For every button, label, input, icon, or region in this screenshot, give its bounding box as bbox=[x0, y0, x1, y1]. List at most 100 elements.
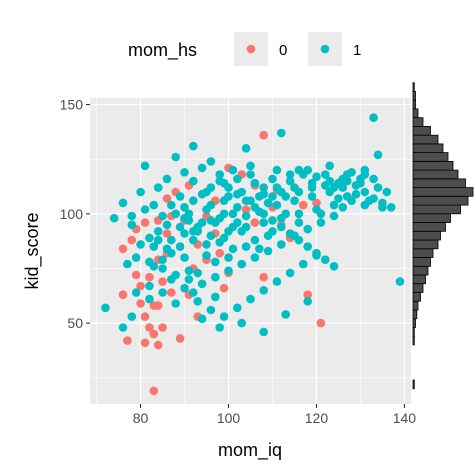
point-series-1 bbox=[290, 183, 299, 192]
hist-bar bbox=[412, 152, 449, 162]
point-series-1 bbox=[171, 299, 180, 308]
point-series-1 bbox=[206, 231, 216, 240]
point-series-1 bbox=[228, 165, 238, 175]
point-series-1 bbox=[382, 187, 392, 197]
point-series-1 bbox=[277, 187, 286, 197]
point-series-0 bbox=[153, 340, 163, 350]
point-series-1 bbox=[211, 257, 220, 267]
y-tick-label: 50 bbox=[67, 315, 83, 331]
hist-bar bbox=[412, 91, 416, 101]
point-series-1 bbox=[215, 213, 224, 223]
point-series-1 bbox=[329, 211, 339, 221]
hist-bar bbox=[412, 318, 416, 328]
point-series-1 bbox=[180, 168, 189, 177]
point-series-0 bbox=[158, 277, 167, 286]
point-series-1 bbox=[281, 209, 291, 219]
point-series-1 bbox=[197, 279, 207, 289]
point-series-1 bbox=[206, 200, 216, 210]
point-series-1 bbox=[211, 272, 220, 282]
point-series-1 bbox=[338, 183, 348, 192]
hist-bar bbox=[412, 379, 415, 390]
point-series-1 bbox=[303, 224, 313, 234]
point-series-1 bbox=[294, 209, 304, 219]
y-axis-title: kid_score bbox=[22, 212, 43, 289]
x-tick-label: 80 bbox=[133, 410, 149, 426]
point-series-0 bbox=[158, 323, 167, 332]
point-series-1 bbox=[250, 203, 260, 212]
point-series-1 bbox=[325, 161, 335, 171]
point-series-1 bbox=[250, 235, 260, 245]
point-series-1 bbox=[241, 211, 251, 221]
point-series-1 bbox=[263, 231, 273, 240]
point-series-0 bbox=[118, 290, 128, 300]
point-series-1 bbox=[189, 141, 198, 151]
point-series-1 bbox=[158, 288, 167, 297]
point-series-1 bbox=[285, 170, 295, 179]
point-series-0 bbox=[162, 194, 172, 203]
point-series-1 bbox=[197, 314, 207, 324]
hist-bar bbox=[412, 126, 431, 136]
point-series-1 bbox=[158, 211, 167, 221]
point-series-1 bbox=[197, 218, 207, 227]
point-series-1 bbox=[378, 203, 387, 212]
hist-bar bbox=[412, 230, 441, 241]
point-series-1 bbox=[109, 213, 119, 223]
point-series-1 bbox=[307, 192, 317, 201]
hist-bar bbox=[412, 283, 424, 293]
point-series-1 bbox=[202, 251, 211, 260]
point-series-1 bbox=[206, 157, 216, 166]
x-axis-title: mom_iq bbox=[218, 440, 282, 461]
legend: mom_hs 0 1 bbox=[128, 32, 361, 66]
point-series-1 bbox=[316, 209, 326, 219]
point-series-0 bbox=[140, 312, 150, 321]
point-series-1 bbox=[224, 227, 233, 236]
grid-lines bbox=[90, 98, 411, 404]
point-series-1 bbox=[131, 288, 141, 297]
point-series-0 bbox=[145, 323, 154, 332]
point-series-0 bbox=[219, 283, 229, 293]
point-series-1 bbox=[233, 303, 242, 313]
point-series-0 bbox=[241, 205, 251, 214]
point-series-1 bbox=[369, 174, 378, 184]
point-series-1 bbox=[224, 192, 233, 201]
point-series-1 bbox=[303, 242, 313, 251]
point-series-1 bbox=[360, 200, 370, 210]
point-series-1 bbox=[321, 255, 330, 264]
point-series-1 bbox=[312, 172, 321, 181]
hist-bar bbox=[412, 274, 426, 285]
point-series-1 bbox=[290, 196, 299, 205]
point-series-1 bbox=[294, 218, 304, 227]
legend-title: mom_hs bbox=[128, 40, 197, 61]
hist-bar bbox=[412, 204, 461, 215]
point-series-1 bbox=[219, 178, 229, 188]
point-series-1 bbox=[237, 187, 246, 197]
point-series-1 bbox=[316, 218, 326, 227]
point-series-0 bbox=[303, 290, 313, 300]
point-series-0 bbox=[259, 130, 269, 140]
point-series-1 bbox=[219, 312, 229, 321]
point-series-0 bbox=[136, 299, 145, 308]
point-series-1 bbox=[162, 174, 172, 184]
plot-panel bbox=[90, 98, 411, 404]
point-series-1 bbox=[162, 244, 172, 254]
hist-bar bbox=[412, 195, 469, 206]
point-series-1 bbox=[180, 229, 189, 238]
point-series-0 bbox=[215, 248, 224, 258]
point-series-0 bbox=[299, 200, 308, 210]
point-series-1 bbox=[140, 161, 150, 171]
point-series-1 bbox=[101, 303, 110, 313]
point-series-1 bbox=[162, 220, 172, 230]
hist-bar bbox=[412, 108, 419, 119]
point-series-1 bbox=[303, 165, 313, 175]
point-series-0 bbox=[175, 334, 185, 343]
point-series-1 bbox=[307, 178, 317, 188]
point-series-1 bbox=[149, 200, 159, 210]
hist-bar bbox=[412, 134, 439, 145]
point-series-1 bbox=[373, 183, 383, 192]
point-series-1 bbox=[250, 253, 260, 262]
point-series-1 bbox=[180, 253, 189, 262]
hist-bar bbox=[412, 99, 416, 110]
point-series-0 bbox=[131, 270, 141, 280]
point-series-1 bbox=[272, 200, 282, 210]
hist-bar bbox=[412, 143, 444, 153]
